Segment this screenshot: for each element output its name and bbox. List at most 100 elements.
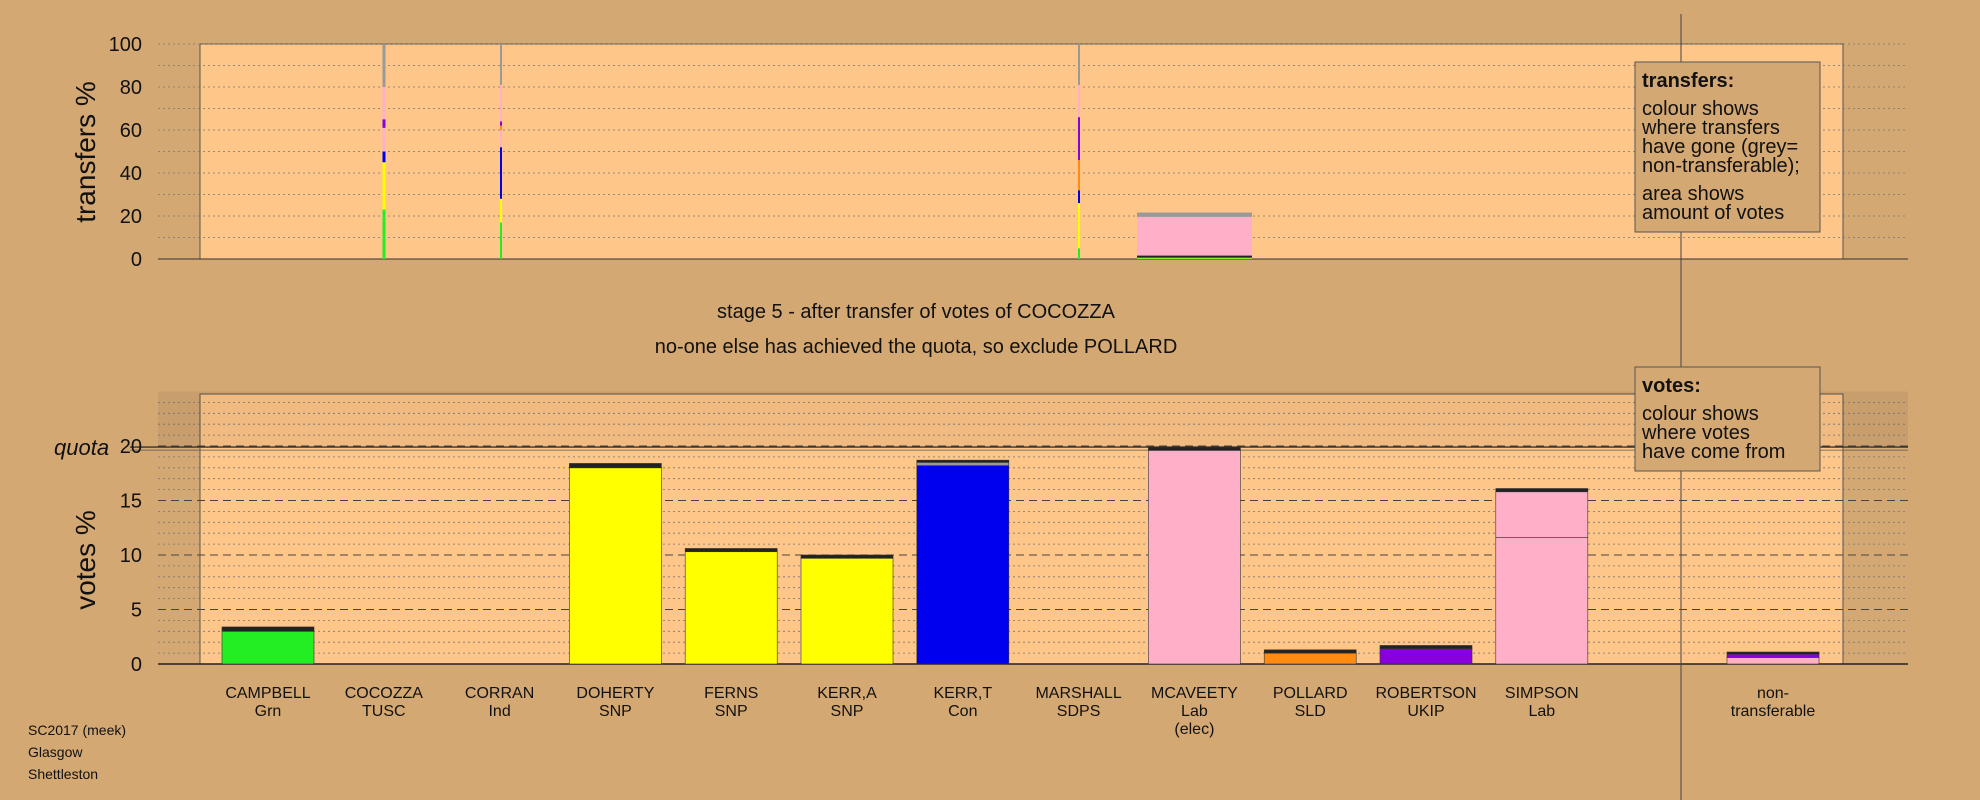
transfers-axis-title: transfers % xyxy=(70,81,101,223)
transfer-segment xyxy=(500,84,502,122)
candidate-name: SIMPSON xyxy=(1505,685,1579,702)
stage-outcome: no-one else has achieved the quota, so e… xyxy=(655,336,1178,358)
vote-bar-segment xyxy=(1263,652,1357,665)
transfers-tick-label: 80 xyxy=(120,77,142,99)
vote-bar-segment xyxy=(916,465,1010,665)
vote-bar-segment xyxy=(1148,450,1241,665)
transfer-segment xyxy=(1078,84,1080,118)
votes-legend-line: have come from xyxy=(1642,441,1785,463)
nontransferable-label: transferable xyxy=(1731,703,1816,720)
transfer-segment xyxy=(500,44,502,85)
vote-bar-segment xyxy=(1495,537,1589,665)
transfers-legend-line: have gone (grey= xyxy=(1642,136,1798,158)
votes-legend-line: where votes xyxy=(1641,422,1750,444)
candidate-party: SNP xyxy=(831,703,864,720)
candidate-name: CAMPBELL xyxy=(225,685,310,702)
votes-legend-line: colour shows xyxy=(1642,403,1759,425)
votes-tick-label: 10 xyxy=(120,545,142,567)
vote-bar-segment xyxy=(684,551,778,665)
vote-bar-segment xyxy=(1148,446,1241,451)
candidate-name: MARSHALL xyxy=(1035,685,1121,702)
vote-bar-segment xyxy=(569,467,662,665)
candidate-name: POLLARD xyxy=(1273,685,1348,702)
candidate-name: KERR,T xyxy=(933,685,992,702)
candidate-party: SNP xyxy=(715,703,748,720)
candidate-name: CORRAN xyxy=(465,685,534,702)
votes-axis-title: votes % xyxy=(70,510,101,610)
transfer-segment xyxy=(382,44,386,87)
vote-bar-segment xyxy=(800,557,894,665)
transfer-segment xyxy=(1078,160,1080,191)
candidate-name: COCOZZA xyxy=(345,685,424,702)
candidate-party: Grn xyxy=(255,703,282,720)
vote-bar-segment xyxy=(1495,488,1589,493)
nontransferable-bar-segment xyxy=(1726,657,1820,665)
vote-bar-segment xyxy=(221,630,315,665)
transfers-legend-line: colour shows xyxy=(1642,98,1759,120)
candidate-party: Con xyxy=(948,703,977,720)
transfers-legend-line: non-transferable); xyxy=(1642,155,1800,177)
candidate-party: UKIP xyxy=(1407,703,1444,720)
transfers-tick-label: 20 xyxy=(120,206,142,228)
transfer-segment xyxy=(500,125,502,130)
transfer-segment xyxy=(1078,203,1080,249)
candidate-party: TUSC xyxy=(362,703,406,720)
votes-tick-label: 20 xyxy=(120,436,142,458)
transfers-legend-line: where transfers xyxy=(1641,117,1780,139)
vote-bar-segment xyxy=(1379,648,1473,665)
candidate-party: Lab xyxy=(1528,703,1555,720)
vote-bar-segment xyxy=(221,626,315,632)
vote-bar-segment xyxy=(916,462,1010,466)
votes-tick-label: 5 xyxy=(131,600,142,622)
transfers-legend: transfers: colour shows where transfers … xyxy=(1634,61,1821,233)
quota-band xyxy=(158,391,1908,448)
vote-bar-segment xyxy=(916,459,1010,463)
transfer-segment xyxy=(500,147,502,199)
transfer-segment xyxy=(382,209,386,259)
transfers-legend-line: amount of votes xyxy=(1642,202,1784,224)
vote-bar-segment xyxy=(1495,491,1589,538)
nontransferable-bar-segment xyxy=(1726,653,1820,658)
quota-label: quota xyxy=(54,435,109,460)
vote-bar-segment xyxy=(569,463,662,469)
nontransferable-bar-segment xyxy=(1726,651,1820,655)
transfers-panel xyxy=(199,43,1844,260)
candidate-party: Lab xyxy=(1181,703,1208,720)
transfer-segment xyxy=(500,222,502,259)
votes-legend-heading: votes: xyxy=(1642,375,1701,397)
candidate-name: KERR,A xyxy=(817,685,877,702)
transfer-segment xyxy=(1078,190,1080,204)
transfer-segment xyxy=(1137,212,1252,217)
transfer-segment xyxy=(500,130,502,148)
transfer-segment xyxy=(382,151,386,163)
transfer-segment xyxy=(1078,44,1080,85)
vote-bar-segment xyxy=(1263,649,1357,654)
transfer-segment xyxy=(382,87,386,120)
candidate-name: FERNS xyxy=(704,685,758,702)
transfer-segment xyxy=(1137,255,1252,258)
source-line: SC2017 (meek) xyxy=(28,722,126,738)
candidate-party: SNP xyxy=(599,703,632,720)
transfers-tick-label: 0 xyxy=(131,249,142,271)
transfer-segment xyxy=(382,127,386,152)
transfers-tick-label: 100 xyxy=(109,34,142,56)
transfer-segment xyxy=(382,162,386,210)
candidate-party: SDPS xyxy=(1057,703,1101,720)
transfer-segment xyxy=(1137,216,1252,256)
votes-legend: votes: colour shows where votes have com… xyxy=(1634,366,1821,472)
vote-bar-segment xyxy=(1379,645,1473,650)
transfer-segment xyxy=(1078,117,1080,161)
transfers-legend-line: area shows xyxy=(1642,183,1744,205)
vote-bar-segment xyxy=(800,554,894,559)
vote-bar-segment xyxy=(684,548,778,553)
candidate-party: SLD xyxy=(1295,703,1326,720)
transfer-segment xyxy=(1137,258,1252,259)
source-line: Shettleston xyxy=(28,766,98,782)
candidate-party: Ind xyxy=(488,703,510,720)
transfer-segment xyxy=(1137,257,1252,259)
transfer-segment xyxy=(1078,248,1080,259)
votes-tick-label: 0 xyxy=(131,654,142,676)
transfer-segment xyxy=(500,198,502,223)
transfer-segment xyxy=(500,121,502,126)
